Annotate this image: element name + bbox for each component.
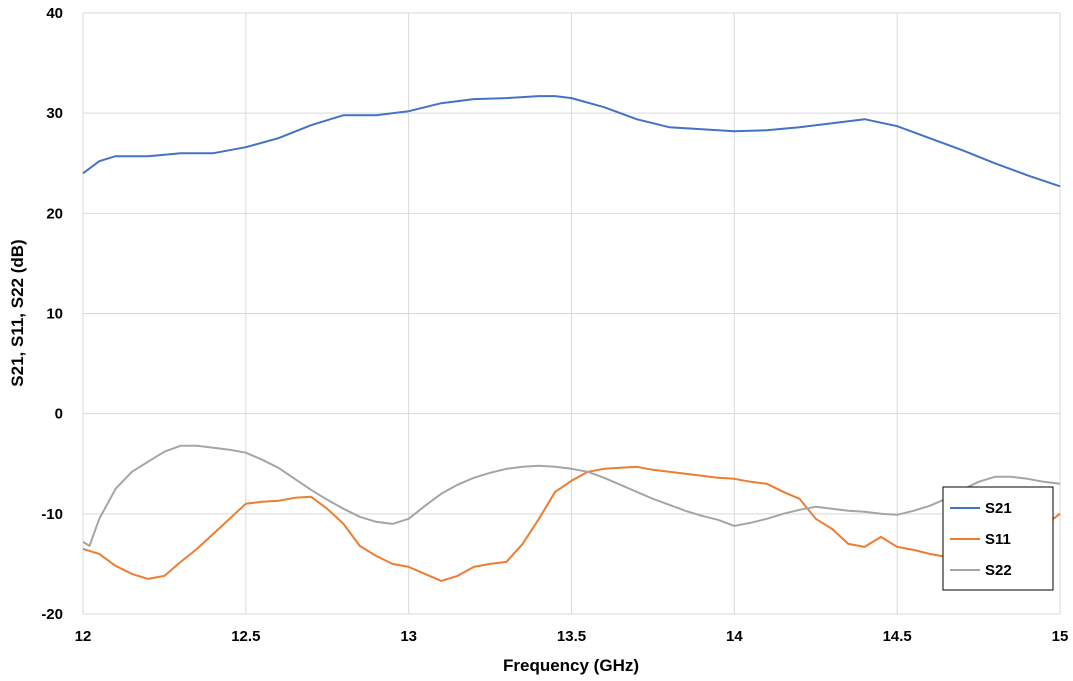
y-tick-label: 20 <box>46 205 63 222</box>
series-lines <box>82 95 1061 582</box>
x-tick-labels: 12 12.5 13 13.5 14 14.5 15 <box>75 628 1069 645</box>
y-tick-label: 0 <box>55 406 63 423</box>
x-tick-label: 14 <box>726 628 743 645</box>
x-tick-label: 12 <box>75 628 92 645</box>
x-tick-label: 12.5 <box>231 628 260 645</box>
y-tick-label: -10 <box>41 506 63 523</box>
y-axis-title: S21, S11, S22 (dB) <box>8 239 27 386</box>
y-tick-label: -20 <box>41 606 63 623</box>
legend: S21 S11 S22 <box>942 486 1054 591</box>
series-line-s21 <box>82 95 1061 188</box>
y-tick-label: 40 <box>46 5 63 22</box>
y-tick-labels: -20 -10 0 10 20 30 40 <box>41 5 63 623</box>
x-tick-label: 13 <box>400 628 417 645</box>
x-tick-label: 13.5 <box>557 628 586 645</box>
legend-label-s11: S11 <box>985 531 1011 548</box>
legend-label-s21: S21 <box>985 500 1012 517</box>
x-axis-title: Frequency (GHz) <box>503 656 639 675</box>
x-tick-label: 14.5 <box>883 628 912 645</box>
legend-label-s22: S22 <box>985 562 1012 579</box>
y-tick-label: 30 <box>46 105 63 122</box>
series-line-s11 <box>82 465 1061 582</box>
x-tick-label: 15 <box>1052 628 1069 645</box>
y-tick-label: 10 <box>46 306 63 323</box>
series-line-s22 <box>82 444 1061 547</box>
